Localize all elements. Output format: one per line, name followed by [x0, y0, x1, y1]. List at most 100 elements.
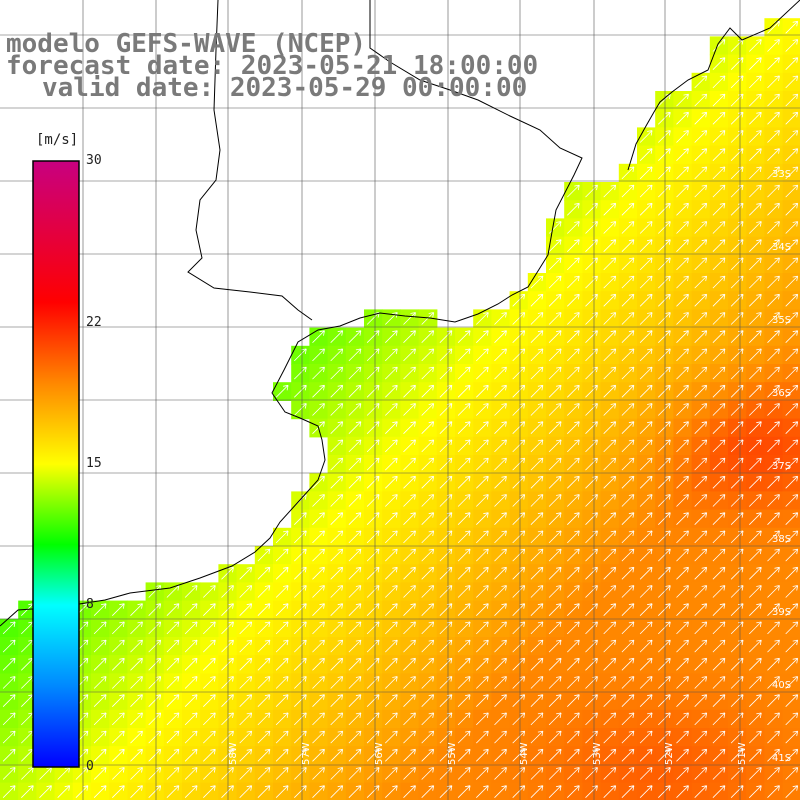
wind-cell	[746, 127, 765, 147]
wind-cell	[491, 436, 511, 456]
wind-cell	[600, 582, 620, 602]
wind-cell	[691, 582, 711, 602]
wind-arrow	[203, 785, 216, 798]
wind-cell	[273, 637, 292, 656]
wind-arrow	[585, 348, 598, 362]
wind-arrow	[767, 530, 780, 544]
wind-cell	[637, 327, 656, 347]
wind-cell	[418, 382, 438, 401]
wind-arrow	[512, 439, 526, 453]
wind-arrow	[312, 475, 325, 489]
wind-cell	[600, 655, 620, 674]
wind-arrow	[221, 603, 234, 616]
wind-arrow	[421, 712, 435, 726]
wind-arrow	[348, 585, 362, 598]
wind-arrow	[749, 512, 762, 525]
wind-arrow	[730, 694, 744, 707]
wind-arrow	[2, 639, 16, 653]
wind-arrow	[567, 603, 580, 616]
wind-arrow	[457, 366, 471, 380]
wind-arrow	[749, 130, 762, 143]
wind-arrow	[312, 767, 325, 780]
wind-arrow	[403, 475, 416, 489]
wind-cell	[509, 691, 529, 711]
wind-cell	[254, 546, 274, 565]
wind-cell	[709, 764, 729, 784]
colorbar-unit: [m/s]	[36, 132, 79, 148]
wind-arrow	[694, 148, 708, 161]
wind-cell	[709, 327, 729, 347]
wind-arrow	[639, 275, 653, 289]
wind-cell	[418, 345, 438, 365]
wind-arrow	[330, 676, 344, 689]
wind-arrow	[749, 694, 762, 707]
wind-arrow	[621, 785, 635, 798]
wind-cell	[746, 618, 765, 638]
wind-cell	[764, 54, 784, 74]
wind-cell	[564, 273, 583, 292]
wind-arrow	[730, 130, 744, 143]
wind-arrow	[512, 657, 526, 671]
wind-cell	[109, 655, 128, 674]
wind-arrow	[476, 566, 489, 580]
wind-cell	[655, 345, 674, 365]
wind-cell	[600, 455, 620, 474]
wind-cell	[364, 746, 383, 765]
wind-cell	[345, 709, 365, 729]
wind-cell	[509, 418, 529, 438]
wind-arrow	[658, 111, 671, 125]
wind-arrow	[658, 384, 671, 398]
wind-cell	[746, 491, 765, 511]
wind-arrow	[385, 712, 398, 726]
wind-cell	[709, 382, 729, 401]
wind-arrow	[312, 585, 325, 598]
wind-arrow	[749, 530, 762, 544]
wind-cell	[254, 637, 274, 656]
wind-arrow	[221, 694, 234, 707]
wind-cell	[400, 673, 420, 693]
wind-arrow	[548, 639, 562, 653]
wind-arrow	[639, 767, 653, 780]
wind-arrow	[785, 57, 799, 70]
wind-arrow	[603, 767, 617, 780]
wind-cell	[746, 72, 765, 92]
wind-cell	[436, 327, 456, 347]
wind-cell	[546, 618, 565, 638]
wind-cell	[764, 618, 784, 638]
wind-cell	[327, 327, 347, 347]
wind-arrow	[275, 585, 289, 598]
wind-cell	[291, 600, 310, 620]
wind-cell	[182, 637, 201, 656]
wind-cell	[618, 691, 638, 711]
wind-arrow	[130, 694, 143, 707]
wind-cell	[291, 728, 310, 747]
wind-cell	[691, 163, 711, 183]
wind-arrow	[767, 548, 780, 562]
wind-arrow	[421, 384, 435, 398]
wind-cell	[382, 691, 401, 711]
wind-cell	[364, 673, 383, 693]
wind-cell	[637, 600, 656, 620]
wind-cell	[491, 764, 511, 784]
wind-cell	[709, 618, 729, 638]
wind-arrow	[457, 585, 471, 598]
wind-arrow	[767, 221, 780, 234]
wind-cell	[491, 345, 511, 365]
wind-arrow	[730, 221, 744, 234]
wind-cell	[564, 691, 583, 711]
wind-arrow	[476, 603, 489, 616]
wind-arrow	[767, 657, 780, 671]
wind-cell	[582, 382, 602, 401]
wind-arrow	[621, 202, 635, 216]
wind-arrow	[421, 548, 435, 562]
wind-cell	[109, 691, 128, 711]
wind-arrow	[39, 785, 52, 798]
wind-cell	[436, 673, 456, 693]
wind-arrow	[112, 639, 125, 653]
wind-arrow	[767, 348, 780, 362]
wind-cell	[637, 236, 656, 256]
wind-cell	[436, 709, 456, 729]
wind-cell	[491, 364, 511, 383]
wind-cell	[546, 491, 565, 511]
wind-arrow	[385, 439, 398, 453]
